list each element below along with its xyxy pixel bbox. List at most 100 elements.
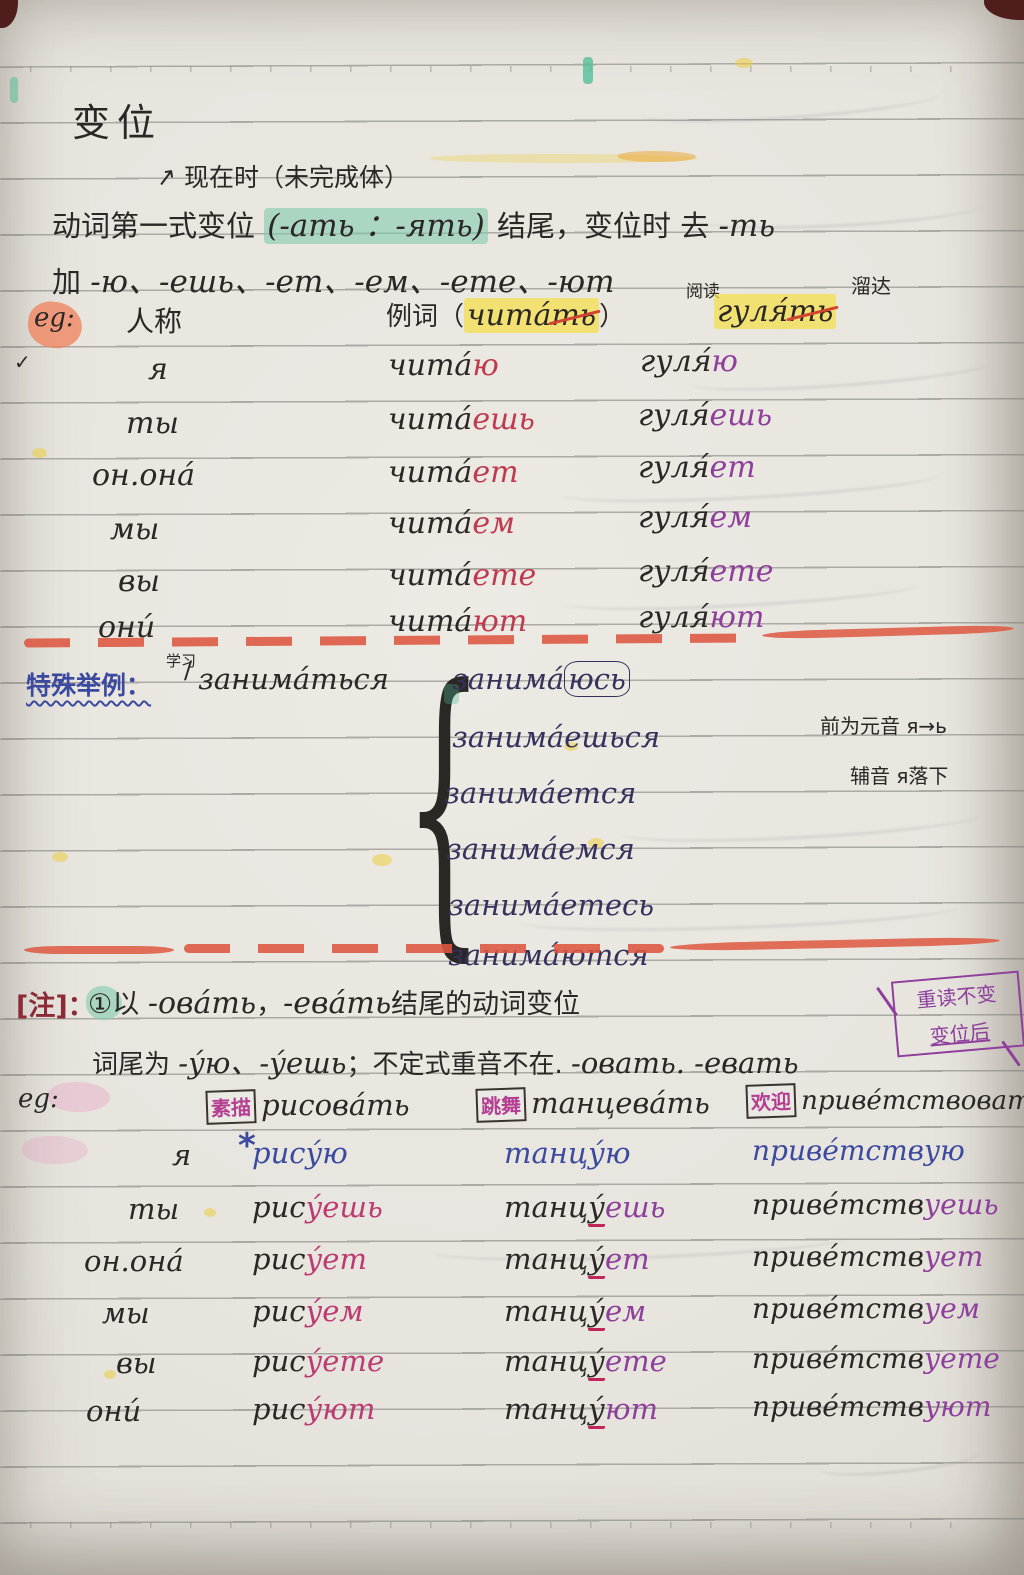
yellow-speck xyxy=(735,58,753,68)
verb-form: гуля́ет xyxy=(638,450,756,485)
rule1-endings: (-ать ：-ять) xyxy=(264,208,488,244)
pronoun: он.она́ xyxy=(84,1244,184,1278)
rule-line-2: 加 -ю、-ешь、-ет、-ем、-ете、-ют xyxy=(52,256,615,301)
verb-gloss-box: 欢迎 xyxy=(745,1083,797,1119)
gloss-slash: / xyxy=(184,656,193,684)
stress-note-line2: 变位后 xyxy=(928,1019,991,1049)
verb-form: гуля́ем xyxy=(638,500,753,535)
verb-form: рису́ете xyxy=(252,1344,385,1378)
note-line-1: ①以 -ова́ть，-ева́ть结尾的动词变位 xyxy=(88,986,581,1021)
verb-form: приве́тствуют xyxy=(752,1390,992,1423)
special-form: занима́ется xyxy=(444,776,637,810)
yellow-streak xyxy=(430,154,698,163)
rule1-zh: 动词第一式变位 xyxy=(52,209,256,243)
verb-header-dance: 跳舞 танцева́ть xyxy=(475,1086,710,1123)
verb-form: танцу́ешь xyxy=(504,1190,665,1227)
verb-form: чита́ете xyxy=(388,558,537,593)
verb-form: чита́ем xyxy=(388,506,515,541)
verb-infinitive: приве́тствовать xyxy=(801,1086,1024,1116)
verb-form: рису́ем xyxy=(252,1294,364,1328)
special-form: занима́ешься xyxy=(452,720,661,754)
bleed-through-writing xyxy=(819,1441,981,1482)
verb-form: приве́тствуем xyxy=(752,1292,980,1325)
pronoun: я xyxy=(172,1138,192,1172)
rule1-zh2: 结尾，变位时 去 xyxy=(497,209,710,243)
rule2-endings: -ю、-ешь、-ет、-ем、-ете、-ют xyxy=(90,264,615,300)
brace-glyph: { xyxy=(404,624,485,987)
special-form: занима́емся xyxy=(446,832,635,866)
note-item-number: ① xyxy=(88,989,113,1020)
verb-form: рису́ю xyxy=(252,1136,348,1170)
note-label: [注]： xyxy=(16,991,95,1022)
special-note-2: 辅音 я落下 xyxy=(850,764,949,788)
orange-streak xyxy=(618,151,696,162)
verb-form: танцу́ем xyxy=(504,1294,646,1331)
verb2-stem: гуля́ xyxy=(717,294,789,329)
photo-corner xyxy=(984,0,1024,20)
verb-form: приве́тствует xyxy=(752,1240,984,1273)
special-infinitive: занима́ться xyxy=(198,662,389,696)
teal-highlight-blob xyxy=(86,986,122,1020)
verb-form: чита́ют xyxy=(388,604,528,639)
bleed-through-writing xyxy=(639,79,941,130)
person-header: 人称 xyxy=(126,305,183,338)
special-form: занима́ются xyxy=(448,938,649,972)
verb-form: рису́ешь xyxy=(252,1190,383,1224)
reflexive-ending-circled: юсь xyxy=(564,661,630,697)
example-verb-header: 例词（ чита́ть） xyxy=(386,296,625,333)
pink-ghost-mark xyxy=(22,1136,88,1164)
red-solid-stroke xyxy=(24,946,174,954)
yellow-speck xyxy=(104,1370,116,1379)
verb-header-draw: 素描 рисова́ть xyxy=(205,1088,410,1125)
example-verb: чита́ть xyxy=(464,298,600,333)
special-note-1: 前为元音 я→ь xyxy=(820,714,947,738)
verb-form: танцу́ет xyxy=(504,1242,650,1279)
pronoun: мы xyxy=(110,512,160,547)
green-tick-mark xyxy=(583,57,593,84)
verb-form: рису́ет xyxy=(252,1242,367,1276)
verb-form: чита́ешь xyxy=(388,402,535,437)
pink-ghost-mark xyxy=(48,1082,110,1112)
example-post: ） xyxy=(599,302,626,332)
red-solid-stroke xyxy=(761,624,1015,640)
verb-header-greet: 欢迎 приве́тствовать xyxy=(745,1083,1024,1119)
pronoun: ты xyxy=(126,406,179,441)
rule2-zh: 加 xyxy=(52,265,82,299)
pronoun: я xyxy=(148,352,168,387)
pronoun: ты xyxy=(128,1192,180,1226)
verb-gloss-box: 素描 xyxy=(205,1089,257,1125)
yellow-speck xyxy=(32,448,47,458)
red-dashed-divider xyxy=(184,944,664,953)
yellow-speck xyxy=(52,852,68,862)
verb-form: танцу́ете xyxy=(504,1344,667,1381)
verb-form: приве́тствуешь xyxy=(752,1188,999,1221)
verb-form: чита́ю xyxy=(388,348,499,383)
photo-corner xyxy=(0,0,18,28)
verb-form: танцу́ют xyxy=(504,1392,658,1429)
example-label-2: eg: xyxy=(18,1084,59,1114)
verb-form: танцу́ю xyxy=(504,1136,631,1170)
verb-form: рису́ют xyxy=(252,1392,376,1426)
verb-form: приве́тствуете xyxy=(752,1342,1000,1375)
note-line-2: 词尾为 -у́ю、-у́ешь；不定式重音不在. -овать. -евать xyxy=(92,1046,799,1080)
line-tick-marks xyxy=(30,66,970,72)
check-mark: ✓ xyxy=(14,350,31,374)
special-form: занима́ юсь xyxy=(452,661,630,697)
yellow-speck xyxy=(564,742,578,751)
verb2-suffix: ть xyxy=(788,294,834,329)
example-gloss: 阅读 xyxy=(686,282,720,302)
verb-form: гуля́ют xyxy=(638,600,765,635)
pronoun: вы xyxy=(118,564,160,599)
line-tick-marks xyxy=(30,1522,990,1528)
tense-note: 现在时（未完成体） xyxy=(184,163,410,192)
special-form: занима́етесь xyxy=(448,888,655,922)
pronoun: он.она́ xyxy=(92,458,196,493)
verb-infinitive: танцева́ть xyxy=(531,1086,710,1120)
verb2-gloss: 溜达 xyxy=(851,274,891,298)
verb-form: гуля́ете xyxy=(638,554,774,589)
verb-form: приве́тствую xyxy=(752,1134,965,1167)
rule-line-1: 动词第一式变位 (-ать ：-ять) 结尾，变位时 去 -ть xyxy=(52,200,775,245)
yellow-speck xyxy=(372,854,392,866)
verb-form: гуля́ешь xyxy=(638,398,773,433)
